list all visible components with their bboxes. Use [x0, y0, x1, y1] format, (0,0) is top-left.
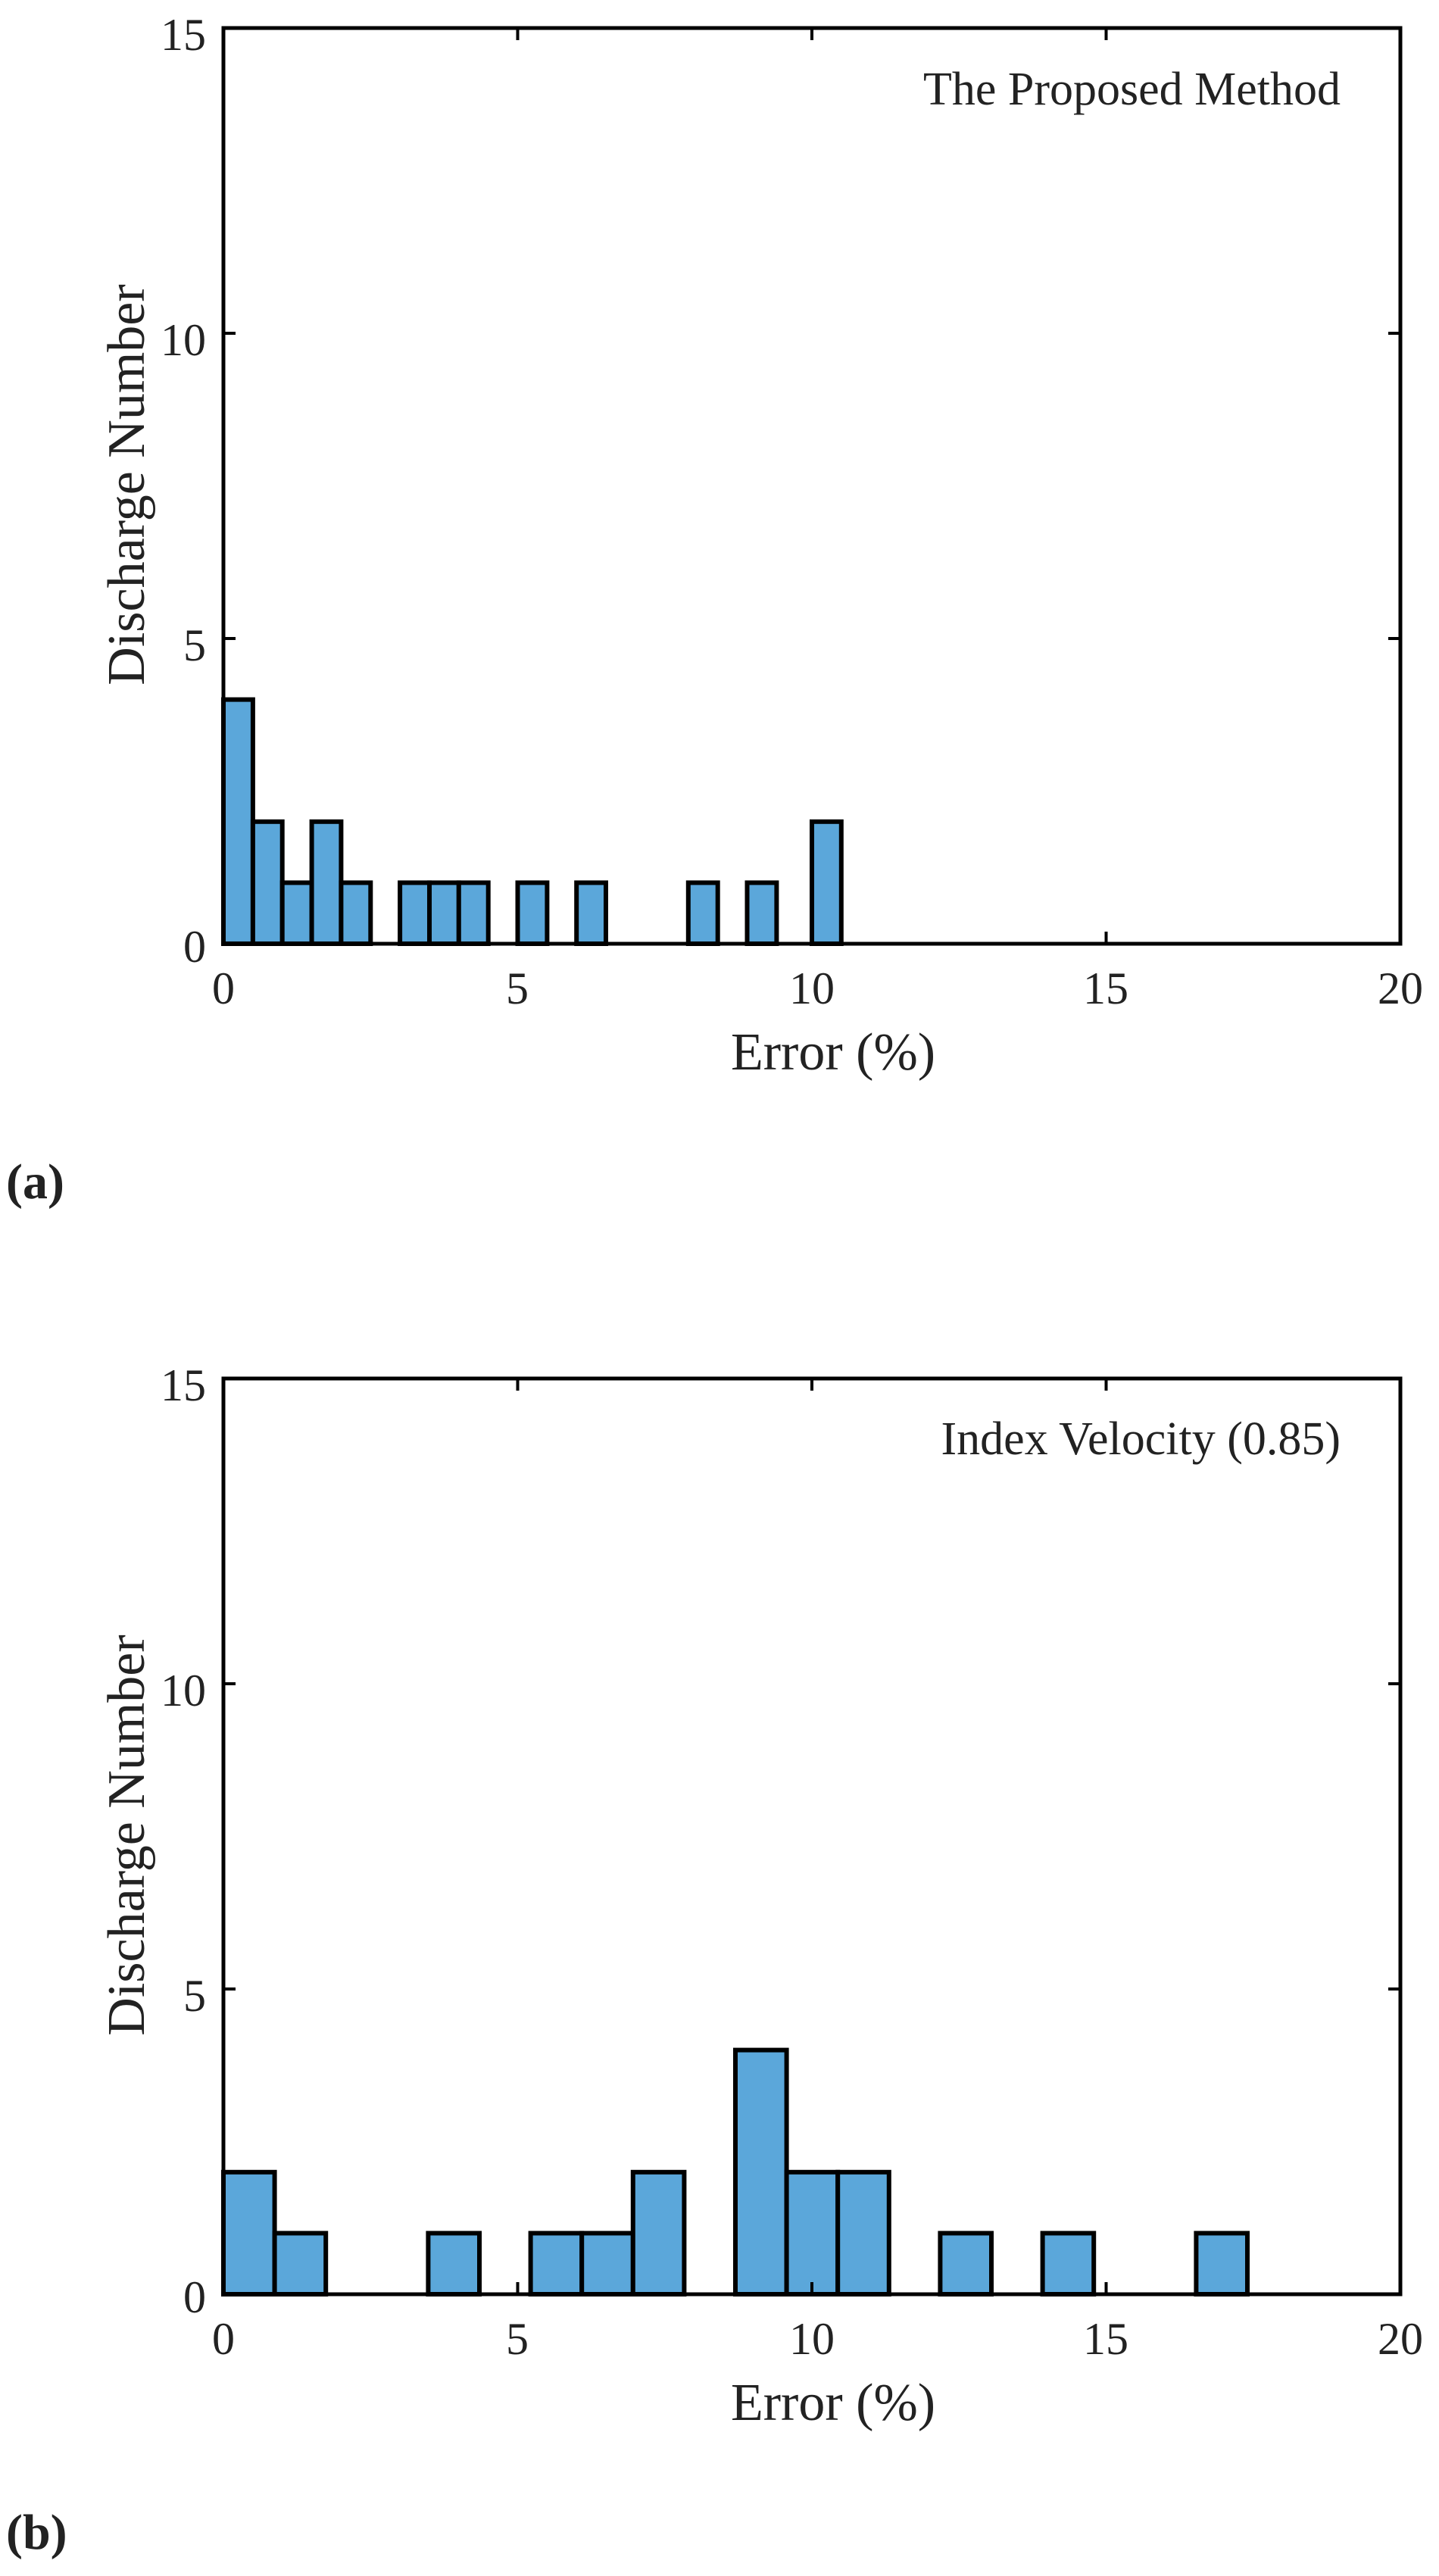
bars-a [221, 697, 844, 947]
plot-frame-a [221, 26, 1403, 946]
x-tick-label: 5 [506, 2314, 529, 2364]
x-tick-label: 10 [789, 963, 835, 1013]
x-tick-label: 20 [1378, 963, 1423, 1013]
histogram-bar [1040, 2231, 1097, 2297]
plot-frame-b [221, 1376, 1403, 2297]
x-tick-label: 15 [1083, 2314, 1128, 2364]
y-tick-label: 15 [161, 1360, 206, 1410]
x-axis-label: Error (%) [731, 1023, 935, 1082]
histogram-bar [272, 2231, 329, 2297]
y-axis-label: Discharge Number [98, 1635, 156, 2035]
histogram-bar [685, 880, 720, 947]
histogram-bar [574, 880, 609, 947]
histogram-bar [835, 2169, 891, 2297]
histogram-bar [784, 2169, 841, 2297]
x-axis-label: Error (%) [731, 2374, 935, 2432]
histogram-bar [515, 880, 550, 947]
ticks-b [222, 1377, 1402, 2296]
series-annotation: Index Velocity (0.85) [941, 1413, 1341, 1465]
histogram-bar [427, 880, 461, 947]
histogram-bar [630, 2169, 687, 2297]
y-tick-label: 5 [183, 1971, 206, 2021]
x-tick-label: 0 [212, 2314, 235, 2364]
series-annotation: The Proposed Method [923, 64, 1341, 115]
x-tick-label: 5 [506, 963, 529, 1013]
histogram-bar [528, 2231, 585, 2297]
y-axis-label: Discharge Number [98, 284, 156, 685]
histogram-bar [456, 880, 491, 947]
bars-b [221, 2047, 1250, 2297]
y-tick-label: 0 [183, 922, 206, 972]
histogram-bar [398, 880, 432, 947]
histogram-bar [938, 2231, 994, 2297]
histogram-bar [1194, 2231, 1250, 2297]
histogram-bar [426, 2231, 482, 2297]
x-tick-label: 0 [212, 963, 235, 1013]
y-tick-label: 15 [161, 10, 206, 60]
x-tick-label: 20 [1378, 2314, 1423, 2364]
histogram-bar [309, 819, 344, 947]
x-tick-label: 10 [789, 2314, 835, 2364]
ticks-a [222, 27, 1402, 945]
panel-b: 15 10 5 0 0 5 10 15 20 Error (%) Dischar… [6, 1360, 1423, 2560]
panel-label: (b) [6, 2505, 67, 2560]
histogram-bar [579, 2231, 635, 2297]
x-tick-label: 15 [1083, 963, 1128, 1013]
histogram-bar [744, 880, 779, 947]
histogram-bar [221, 697, 255, 946]
y-tick-label: 10 [161, 1666, 206, 1716]
y-tick-label: 10 [161, 315, 206, 365]
histogram-bar [339, 880, 373, 947]
panel-a: 15 10 5 0 0 5 10 15 20 Error (%) Dischar… [6, 10, 1423, 1210]
histogram-bar [250, 819, 285, 947]
histogram-bar [221, 2169, 277, 2297]
histogram-bar [279, 880, 314, 947]
panel-label: (a) [6, 1154, 64, 1210]
histogram-bar [810, 819, 844, 947]
y-tick-label: 0 [183, 2272, 206, 2322]
histogram-bar [733, 2047, 789, 2297]
y-tick-label: 5 [183, 620, 206, 670]
